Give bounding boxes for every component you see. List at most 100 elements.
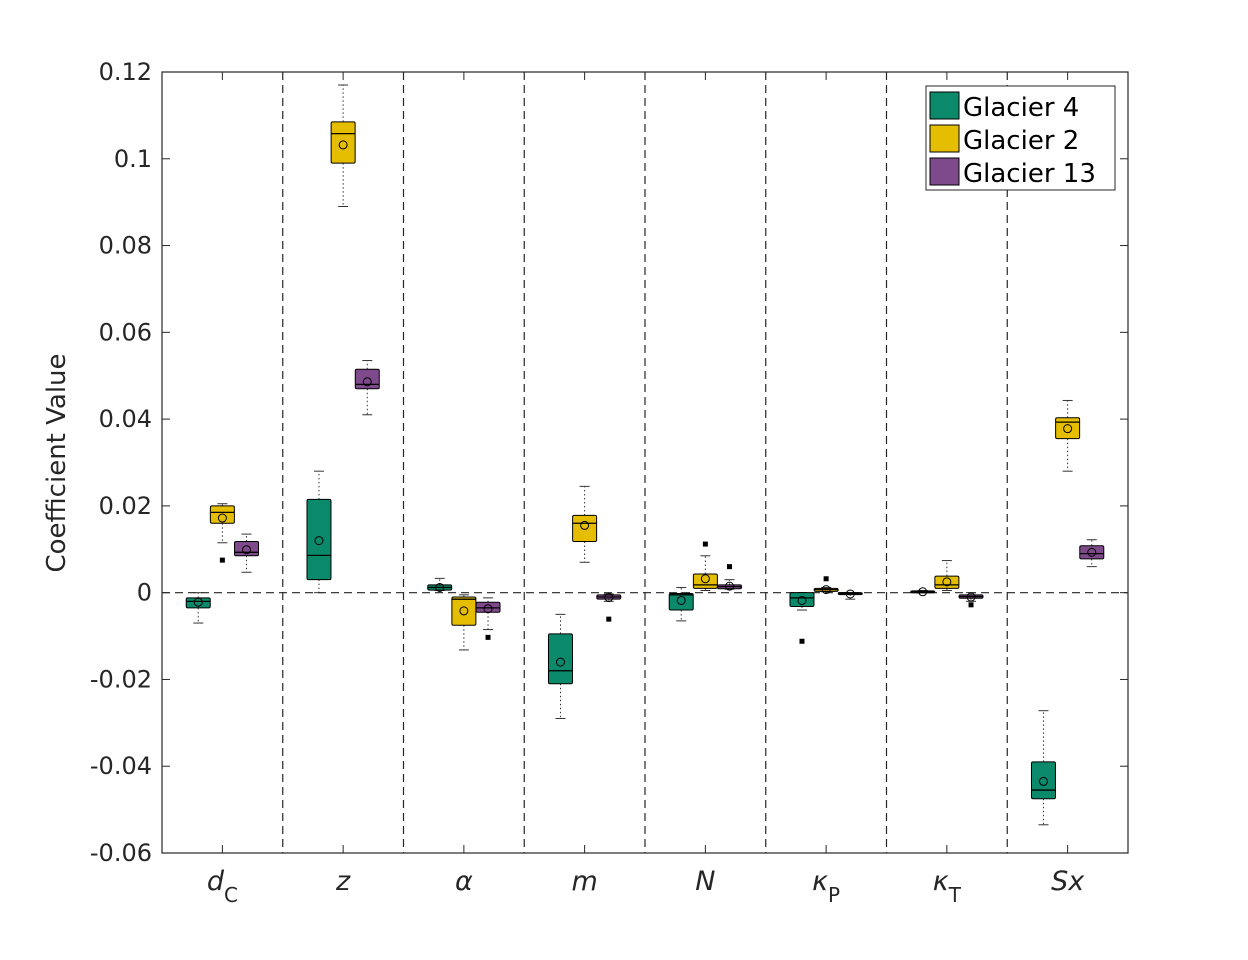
category-main: κ bbox=[812, 866, 828, 897]
box-iqr bbox=[306, 498, 332, 581]
category-main: α bbox=[455, 866, 473, 897]
x-category-label: κT bbox=[933, 866, 962, 907]
y-tick-label: -0.02 bbox=[90, 665, 152, 693]
box-1-1 bbox=[330, 84, 356, 208]
box-4-1 bbox=[692, 541, 718, 591]
axes: -0.06 -0.04 -0.02 0 0.02 0.04 0.06 0.08 0.1 0.12 d… bbox=[90, 58, 1129, 907]
mean-marker bbox=[362, 377, 372, 387]
mean-marker bbox=[1038, 776, 1048, 786]
y-tick-label: 0 bbox=[137, 579, 152, 607]
axes-frame bbox=[161, 71, 1129, 854]
box-2-2 bbox=[475, 597, 501, 640]
category-main: κ bbox=[933, 866, 949, 897]
outlier-point bbox=[823, 576, 829, 582]
mean-marker bbox=[483, 604, 493, 614]
outlier-point bbox=[727, 564, 733, 570]
box-7-2 bbox=[1079, 539, 1105, 568]
category-main: N bbox=[695, 866, 715, 897]
box-6-1 bbox=[934, 560, 960, 591]
box-1-0 bbox=[306, 470, 332, 594]
mean-marker bbox=[676, 595, 686, 605]
x-category-label: dC bbox=[207, 866, 238, 907]
legend-label: Glacier 4 bbox=[963, 93, 1079, 123]
box-iqr bbox=[451, 596, 477, 626]
mean-marker bbox=[1087, 547, 1097, 557]
y-axis-title: Coefficient Value bbox=[42, 353, 72, 572]
category-main: d bbox=[207, 866, 225, 897]
mean-marker bbox=[797, 595, 807, 605]
outlier-point bbox=[485, 634, 491, 640]
box-iqr bbox=[668, 593, 694, 611]
box-iqr bbox=[1055, 417, 1081, 440]
mean-marker bbox=[242, 545, 252, 555]
box-5-0 bbox=[789, 592, 815, 644]
legend-swatch bbox=[929, 157, 960, 186]
mean-marker bbox=[942, 577, 952, 587]
box-7-0 bbox=[1030, 710, 1056, 826]
y-tick-label: 0.12 bbox=[99, 58, 152, 86]
legend-swatch bbox=[929, 91, 960, 120]
category-main: Sx bbox=[1051, 866, 1085, 897]
outlier-point bbox=[799, 638, 805, 644]
outlier-point bbox=[702, 541, 708, 547]
category-subscript: P bbox=[828, 883, 840, 907]
box-0-0 bbox=[185, 592, 211, 624]
box-6-2 bbox=[958, 592, 984, 608]
mean-marker bbox=[314, 536, 324, 546]
x-category-label: m bbox=[571, 866, 597, 897]
x-category-label: κP bbox=[812, 866, 840, 907]
category-main: z bbox=[335, 866, 351, 897]
box-5-2 bbox=[837, 589, 863, 600]
box-iqr bbox=[789, 592, 815, 608]
y-tick-label: -0.04 bbox=[90, 752, 152, 780]
box-0-1 bbox=[209, 503, 235, 563]
box-7-1 bbox=[1055, 399, 1081, 472]
box-iqr bbox=[547, 633, 573, 685]
box-iqr bbox=[1030, 761, 1056, 800]
category-subscript: C bbox=[224, 883, 238, 907]
y-tick-label: 0.1 bbox=[114, 145, 152, 173]
mean-marker bbox=[338, 140, 348, 150]
mean-marker bbox=[193, 597, 203, 607]
mean-marker bbox=[966, 592, 976, 602]
x-category-label: N bbox=[695, 866, 715, 897]
box-0-2 bbox=[234, 533, 260, 573]
y-tick-label: 0.04 bbox=[99, 405, 152, 433]
box-iqr bbox=[572, 514, 598, 542]
legend-swatch bbox=[929, 124, 960, 153]
mean-marker bbox=[459, 606, 469, 616]
box-4-2 bbox=[717, 564, 743, 591]
mean-marker bbox=[604, 592, 614, 602]
legend-label: Glacier 13 bbox=[963, 159, 1096, 189]
y-tick-label: 0.06 bbox=[99, 318, 152, 346]
outlier-point bbox=[219, 557, 225, 563]
x-category-label: z bbox=[335, 866, 351, 897]
box-3-2 bbox=[596, 592, 622, 622]
box-3-1 bbox=[572, 485, 598, 563]
category-main: m bbox=[571, 866, 597, 897]
chart-marks bbox=[185, 84, 1105, 826]
outlier-point bbox=[968, 602, 974, 608]
mean-marker bbox=[580, 520, 590, 530]
y-tick-label: 0.02 bbox=[99, 492, 152, 520]
box-3-0 bbox=[547, 613, 573, 719]
outlier-point bbox=[606, 616, 612, 622]
box-4-0 bbox=[668, 586, 694, 622]
box-iqr bbox=[1079, 545, 1105, 560]
box-iqr bbox=[692, 573, 718, 589]
box-iqr bbox=[330, 121, 356, 164]
box-6-0 bbox=[910, 587, 936, 597]
box-5-1 bbox=[813, 576, 839, 595]
x-category-label: Sx bbox=[1051, 866, 1085, 897]
category-subscript: T bbox=[948, 883, 962, 907]
y-tick-label: 0.08 bbox=[99, 232, 152, 260]
box-iqr bbox=[475, 601, 501, 613]
mean-marker bbox=[821, 585, 831, 595]
mean-marker bbox=[435, 582, 445, 592]
x-category-label: α bbox=[455, 866, 473, 897]
mean-marker bbox=[217, 513, 227, 523]
mean-marker bbox=[555, 657, 565, 667]
mean-marker bbox=[700, 574, 710, 584]
